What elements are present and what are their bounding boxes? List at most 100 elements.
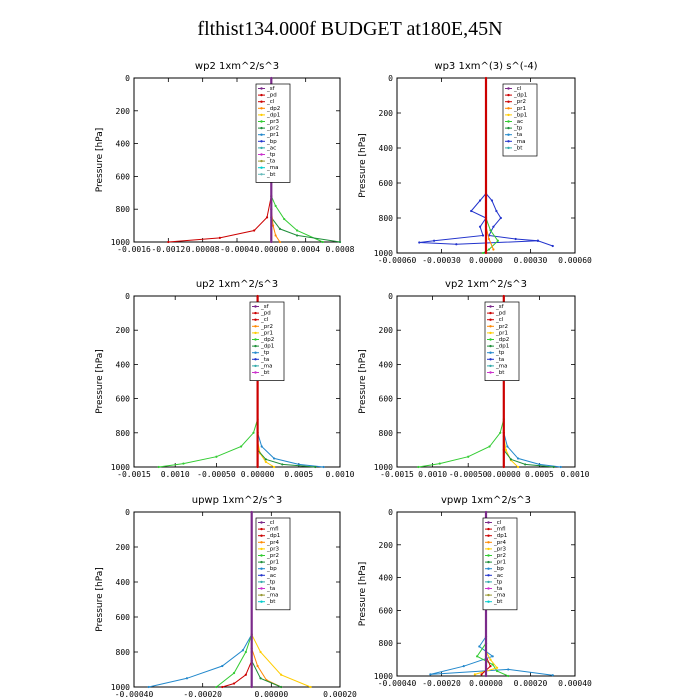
- legend-marker: [260, 87, 263, 90]
- x-tick-label: -0.00030: [422, 256, 461, 265]
- legend-marker: [254, 364, 257, 368]
- series-point: [280, 685, 283, 689]
- chart-title: vp2 1xm^2/s^3: [445, 279, 527, 290]
- chart-panel: wp3 1xm^(3) s^(-4) Pressure [hPa] 0 200 400 6…: [358, 61, 592, 265]
- legend-label: _tp: [495, 350, 505, 356]
- series-point: [221, 664, 224, 668]
- legend-marker: [489, 325, 492, 328]
- series-point: [272, 457, 276, 460]
- legend-label: _bp: [493, 566, 504, 572]
- series-line: [168, 196, 272, 243]
- series-point: [244, 673, 247, 676]
- legend-label: _pr2: [493, 553, 506, 559]
- legend-marker: [260, 93, 263, 97]
- x-tick-label: 0.00000: [487, 470, 521, 479]
- y-tick-label: 600: [116, 395, 131, 404]
- legend-marker: [487, 527, 490, 531]
- y-tick-label: 1000: [111, 238, 130, 247]
- y-tick-label: 200: [116, 543, 131, 552]
- legend-marker: [254, 305, 257, 308]
- series-point: [481, 234, 485, 237]
- series-point: [496, 239, 499, 242]
- legend-label: _ma: [266, 165, 278, 171]
- legend-marker: [260, 107, 263, 110]
- series-point: [559, 465, 562, 469]
- y-tick-label: 400: [116, 578, 131, 587]
- legend-label: _ma: [513, 139, 525, 145]
- legend-label: _ma: [260, 363, 272, 369]
- x-tick-label: 0.0010: [561, 470, 590, 479]
- series-line: [418, 418, 505, 468]
- x-tick-label: -0.00060: [378, 256, 417, 265]
- series-line: [216, 634, 253, 688]
- series-point: [157, 465, 160, 469]
- legend-label: _dp2: [495, 337, 509, 343]
- x-tick-label: 0.00030: [514, 256, 548, 265]
- legend-marker: [260, 600, 263, 603]
- legend-marker: [254, 311, 257, 315]
- series-point: [489, 229, 492, 232]
- series-point: [265, 216, 269, 219]
- series-point: [492, 248, 495, 251]
- series-point: [338, 240, 342, 244]
- series-point: [259, 677, 262, 680]
- x-tick-label: -0.00040: [378, 679, 417, 688]
- legend-label: _dp2: [266, 106, 280, 112]
- chart-panel: up2 1xm^2/s^3 Pressure [hPa] 0 200 400 600 800…: [95, 279, 355, 479]
- legend-label: _ta: [266, 159, 275, 165]
- legend-marker: [260, 527, 263, 531]
- legend-marker: [254, 344, 257, 348]
- y-tick-label: 0: [388, 508, 393, 517]
- series-point: [259, 650, 262, 654]
- series-point: [489, 658, 492, 661]
- series-point: [278, 227, 282, 230]
- series-point: [487, 248, 491, 251]
- y-tick-label: 0: [125, 508, 130, 517]
- legend-marker: [507, 87, 510, 90]
- legend-label: _pr2: [260, 324, 273, 330]
- legend-marker: [260, 554, 263, 557]
- legend-marker: [487, 587, 490, 590]
- legend-label: _pr3: [266, 546, 280, 552]
- legend-marker: [507, 126, 510, 130]
- legend-marker: [487, 560, 490, 564]
- plot-frame: [133, 511, 341, 688]
- legend-marker: [487, 580, 490, 584]
- series-point: [487, 237, 491, 241]
- legend-label: _ta: [266, 586, 275, 592]
- chart-panel: wp2 1xm^2/s^3 Pressure [hPa] 0 200 400 600 800…: [95, 61, 355, 254]
- series-point: [484, 216, 488, 220]
- x-tick-label: 0.00008: [186, 245, 220, 254]
- series-point: [516, 457, 520, 460]
- legend-label: _cl: [266, 520, 275, 526]
- legend-marker: [260, 133, 263, 136]
- legend-marker: [260, 100, 263, 103]
- series-point: [476, 655, 479, 658]
- legend-label: _cl: [513, 86, 522, 92]
- x-tick-label: 0.00060: [558, 256, 592, 265]
- legend-marker: [487, 554, 490, 557]
- legend-label: _pr2: [266, 126, 279, 132]
- legend-label: _dp2: [260, 337, 274, 343]
- legend-marker: [507, 93, 510, 97]
- series-point: [256, 294, 259, 298]
- series-point: [492, 225, 495, 228]
- series-point: [478, 645, 481, 648]
- series-line: [485, 193, 538, 242]
- series-point: [473, 673, 476, 676]
- y-tick-label: 1000: [374, 463, 393, 472]
- series-point: [280, 673, 283, 676]
- y-tick-label: 0: [388, 292, 393, 301]
- legend-label: _cl: [260, 317, 269, 323]
- series-line: [503, 449, 554, 468]
- legend-label: _ac: [513, 119, 523, 125]
- legend-label: _dp1: [260, 344, 274, 350]
- y-tick-label: 800: [116, 205, 131, 214]
- legend-label: _bt: [495, 370, 505, 376]
- legend-label: _ta: [513, 132, 522, 138]
- series-point: [221, 685, 224, 689]
- y-tick-label: 600: [116, 172, 131, 181]
- series-point: [274, 234, 277, 237]
- legend-box: [249, 301, 285, 381]
- x-tick-label: 0.00000: [469, 679, 503, 688]
